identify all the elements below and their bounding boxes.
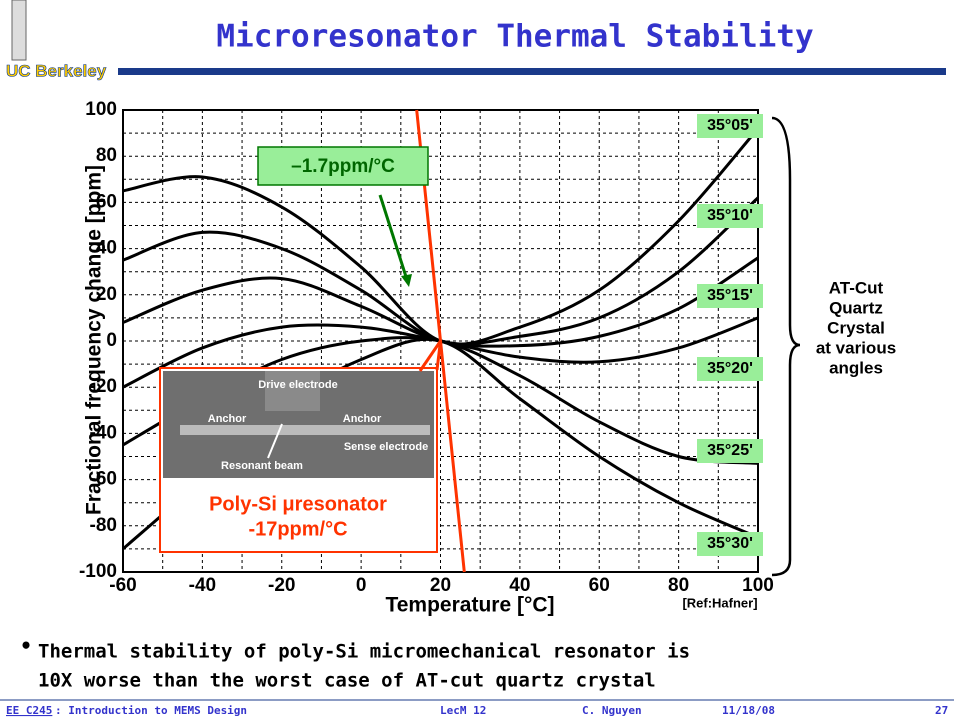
inset-caption: Poly-Si μresonator <box>209 493 387 515</box>
x-tick-label: 40 <box>509 575 530 596</box>
pointer <box>267 423 283 459</box>
logo-tower <box>11 0 27 61</box>
footer-text: : Introduction to MEMS Design <box>55 704 247 717</box>
inset-caption: -17ppm/°C <box>248 518 347 540</box>
y-axis-label: Fractional frequency change [ppm] <box>83 165 106 515</box>
footer-link[interactable]: EE C245 <box>6 704 52 717</box>
y-tick-label: 20 <box>96 284 117 305</box>
title: Microresonator Thermal Stability <box>216 19 813 55</box>
bullet-dot: • <box>20 634 32 658</box>
series-label-box <box>697 439 763 463</box>
footer-text: 11/18/08 <box>722 704 775 717</box>
x-tick-label: 20 <box>430 575 451 596</box>
y-tick-label: -20 <box>90 376 117 397</box>
series-label-box <box>697 284 763 308</box>
inset-label: Drive electrode <box>258 379 337 391</box>
inset-label: Sense electrode <box>344 441 428 453</box>
y-tick-label: 0 <box>106 330 117 351</box>
slope-box <box>257 146 429 186</box>
y-tick-label: -100 <box>79 561 117 582</box>
logo: UC Berkeley <box>6 61 107 80</box>
series-label-box <box>697 204 763 228</box>
beam <box>180 425 430 435</box>
x-tick-label: -40 <box>189 575 216 596</box>
x-tick-label: 100 <box>742 575 774 596</box>
x-axis-label: Temperature [°C] <box>385 594 554 617</box>
group-label: at various <box>816 338 896 357</box>
slope-arrow <box>378 194 410 284</box>
plot-frame <box>122 109 759 573</box>
y-tick-label: -40 <box>90 422 117 443</box>
series-label-box <box>697 357 763 381</box>
series-label-box <box>697 532 763 556</box>
y-tick-label: -60 <box>90 469 117 490</box>
series-label: 35°30' <box>707 535 753 552</box>
y-tick-label: 40 <box>96 238 117 259</box>
inset: Drive electrode Anchor Anchor Sense electro… <box>159 367 438 553</box>
reference: [Ref:Hafner] <box>682 595 757 610</box>
y-tick-label: -80 <box>90 515 117 536</box>
x-tick-label: 0 <box>356 575 367 596</box>
series-label: 35°05' <box>707 117 753 134</box>
inset-label: Resonant beam <box>221 460 303 472</box>
y-tick-label: 60 <box>96 191 117 212</box>
inset-pointer <box>418 340 442 372</box>
inset-pointer <box>435 340 442 371</box>
series-label: 35°15' <box>707 287 753 304</box>
bullet-line: 10X worse than the worst case of AT-cut … <box>38 670 656 692</box>
slope-label: –1.7ppm/°C <box>291 156 395 177</box>
inset-label: Anchor <box>343 413 382 425</box>
footer-text: LecM 12 <box>440 704 486 717</box>
series-label-box <box>697 114 763 138</box>
x-tick-label: 80 <box>668 575 689 596</box>
x-tick-label: -60 <box>109 575 136 596</box>
group-label: angles <box>829 358 883 377</box>
electrode <box>265 371 320 411</box>
x-tick-label: 60 <box>589 575 610 596</box>
footer-text: 27 <box>935 704 948 717</box>
brace <box>771 116 801 577</box>
title-rule <box>118 68 946 75</box>
bullet-line: Thermal stability of poly-Si micromechan… <box>38 641 690 663</box>
series-label: 35°25' <box>707 442 753 459</box>
footer-text: C. Nguyen <box>582 704 642 717</box>
y-tick-label: 100 <box>85 99 117 120</box>
slope-arrowhead <box>401 274 412 287</box>
inset-label: Anchor <box>208 413 247 425</box>
x-tick-label: -20 <box>268 575 295 596</box>
group-label: AT-Cut <box>829 278 884 297</box>
series-label: 35°20' <box>707 360 753 377</box>
group-label: Quartz <box>829 298 883 317</box>
series-label: 35°10' <box>707 207 753 224</box>
y-tick-label: 80 <box>96 145 117 166</box>
group-label: Crystal <box>827 318 885 337</box>
